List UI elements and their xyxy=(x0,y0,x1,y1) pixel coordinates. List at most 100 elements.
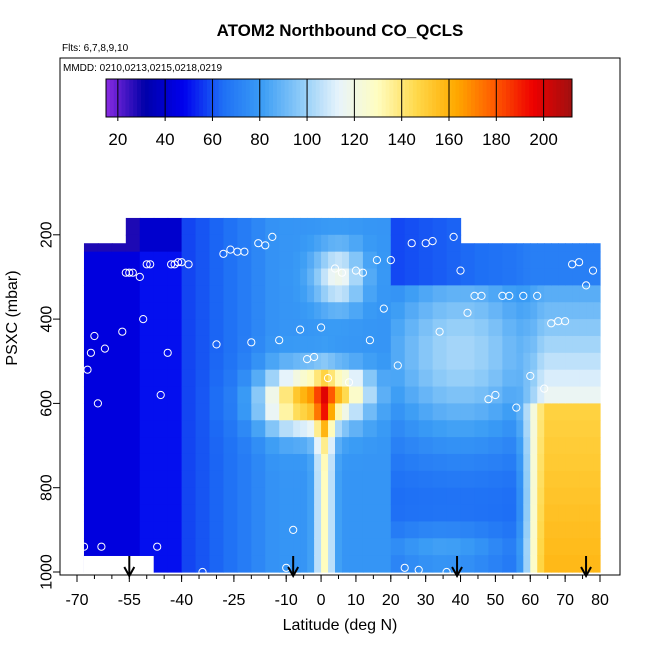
curtain-cell xyxy=(586,521,594,539)
curtain-cells xyxy=(83,217,601,573)
curtain-cell xyxy=(544,243,552,253)
curtain-cell xyxy=(348,251,364,270)
curtain-cell xyxy=(237,352,252,371)
curtain-cell xyxy=(474,302,490,320)
curtain-cell xyxy=(300,521,308,539)
curtain-cell xyxy=(125,437,141,455)
curtain-cell xyxy=(530,521,538,539)
curtain-cell xyxy=(488,369,503,388)
colorbar-segment xyxy=(482,79,488,117)
curtain-cell xyxy=(593,521,601,539)
colorbar-segment xyxy=(175,79,181,117)
curtain-cell xyxy=(418,453,434,472)
curtain-cell xyxy=(404,386,420,404)
curtain-cell xyxy=(523,555,531,573)
curtain-cell xyxy=(362,386,378,404)
curtain-cell xyxy=(572,504,580,523)
curtain-cell xyxy=(544,453,552,472)
curtain-cell xyxy=(111,386,127,404)
curtain-cell xyxy=(111,420,127,438)
curtain-cell xyxy=(502,386,517,404)
curtain-cell xyxy=(558,453,566,472)
curtain-cell xyxy=(362,521,378,539)
curtain-cell xyxy=(83,453,99,472)
curtain-cell xyxy=(111,352,127,371)
colorbar-segment xyxy=(424,79,429,117)
curtain-cell xyxy=(362,555,378,573)
curtain-cell xyxy=(530,437,538,455)
curtain-cell xyxy=(579,251,587,270)
curtain-cell xyxy=(551,538,559,556)
curtain-cell xyxy=(97,403,113,421)
curtain-cell xyxy=(139,521,155,539)
curtain-cell xyxy=(432,521,448,539)
curtain-cell xyxy=(167,538,183,556)
curtain-cell xyxy=(97,319,113,337)
curtain-cell xyxy=(593,319,601,337)
curtain-cell xyxy=(335,521,343,539)
curtain-cell xyxy=(341,555,350,573)
curtain-cell xyxy=(586,555,594,573)
curtain-cell xyxy=(279,420,294,438)
flight-track-point xyxy=(491,390,500,400)
curtain-cell xyxy=(530,504,538,523)
curtain-cell xyxy=(460,538,476,556)
curtain-cell xyxy=(502,319,517,337)
curtain-cell xyxy=(83,352,99,371)
curtain-cell xyxy=(321,386,329,404)
colorbar-segment xyxy=(144,79,150,117)
curtain-cell xyxy=(544,420,552,438)
curtain-cell xyxy=(446,369,462,388)
curtain-cell xyxy=(328,285,336,303)
curtain-cell xyxy=(376,285,392,303)
curtain-cell xyxy=(537,319,545,337)
curtain-cell xyxy=(139,487,155,506)
curtain-cell xyxy=(237,521,252,539)
curtain-cell xyxy=(537,538,545,556)
colorbar-segment xyxy=(556,79,561,117)
curtain-cell xyxy=(432,538,448,556)
colorbar-segment xyxy=(164,79,169,117)
curtain-cell xyxy=(502,369,517,388)
curtain-cell xyxy=(565,504,573,523)
curtain-cell xyxy=(558,243,566,253)
curtain-cell xyxy=(460,504,476,523)
flight-track-point xyxy=(275,336,284,345)
curtain-cell xyxy=(341,319,350,337)
curtain-cell xyxy=(307,504,315,523)
colorbar-segment xyxy=(304,79,309,117)
curtain-cell xyxy=(432,504,448,523)
curtain-cell xyxy=(223,487,238,506)
curtain-cell xyxy=(328,420,336,438)
curtain-cell xyxy=(362,302,378,320)
curtain-cell xyxy=(209,251,225,270)
curtain-cell xyxy=(572,470,580,489)
flight-track-point xyxy=(142,260,151,269)
curtain-cell xyxy=(348,268,364,286)
curtain-cell xyxy=(404,538,420,556)
curtain-cell xyxy=(314,268,322,286)
curtain-cell xyxy=(335,319,343,337)
curtain-cell xyxy=(376,234,392,253)
curtain-cell xyxy=(502,470,517,489)
curtain-cell xyxy=(446,302,462,320)
curtain-cell xyxy=(125,420,141,438)
y-tick-label: 600 xyxy=(39,390,56,417)
curtain-cell xyxy=(404,268,420,286)
curtain-cell xyxy=(551,470,559,489)
curtain-cell xyxy=(593,538,601,556)
curtain-cell xyxy=(195,453,211,472)
curtain-cell xyxy=(223,420,238,438)
curtain-cell xyxy=(432,369,448,388)
colorbar-frame xyxy=(105,78,573,118)
curtain-cell xyxy=(488,555,503,573)
curtain-cell xyxy=(502,285,517,303)
curtain-cell xyxy=(572,487,580,506)
curtain-cell xyxy=(251,437,266,455)
curtain-cell xyxy=(314,420,322,438)
curtain-cell xyxy=(502,335,517,354)
curtain-cell xyxy=(530,487,538,506)
curtain-cell xyxy=(523,302,531,320)
flight-track-point xyxy=(533,291,542,300)
curtain-cell xyxy=(523,243,531,253)
